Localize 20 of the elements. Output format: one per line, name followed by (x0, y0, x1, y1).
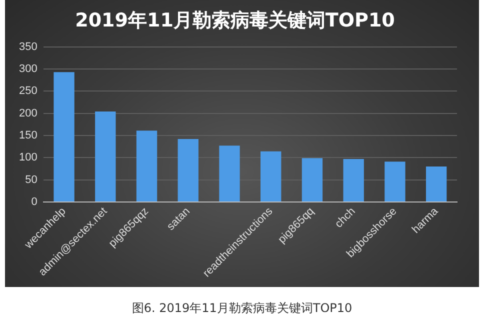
bar (136, 130, 158, 202)
bar (54, 72, 74, 202)
y-tick-label: 350 (18, 40, 38, 53)
bar (260, 151, 282, 202)
bar (343, 158, 364, 202)
caption: 图6. 2019年11月勒索病毒关键词TOP10 (130, 300, 354, 317)
chart-title: 2019年11月勒索病毒关键词TOP10 (75, 9, 395, 32)
bar (178, 139, 198, 202)
bar (426, 166, 447, 202)
y-tick-label: 100 (18, 152, 38, 164)
y-tick-label: 50 (25, 174, 38, 186)
bar (219, 146, 240, 202)
y-tick-label: 0 (31, 196, 38, 208)
y-tick-label: 150 (18, 129, 38, 142)
bar (384, 162, 406, 202)
y-tick-label: 200 (18, 107, 38, 120)
bar (302, 158, 323, 202)
bar (95, 112, 116, 202)
y-tick-label: 300 (18, 62, 38, 75)
y-tick-label: 250 (18, 85, 38, 98)
